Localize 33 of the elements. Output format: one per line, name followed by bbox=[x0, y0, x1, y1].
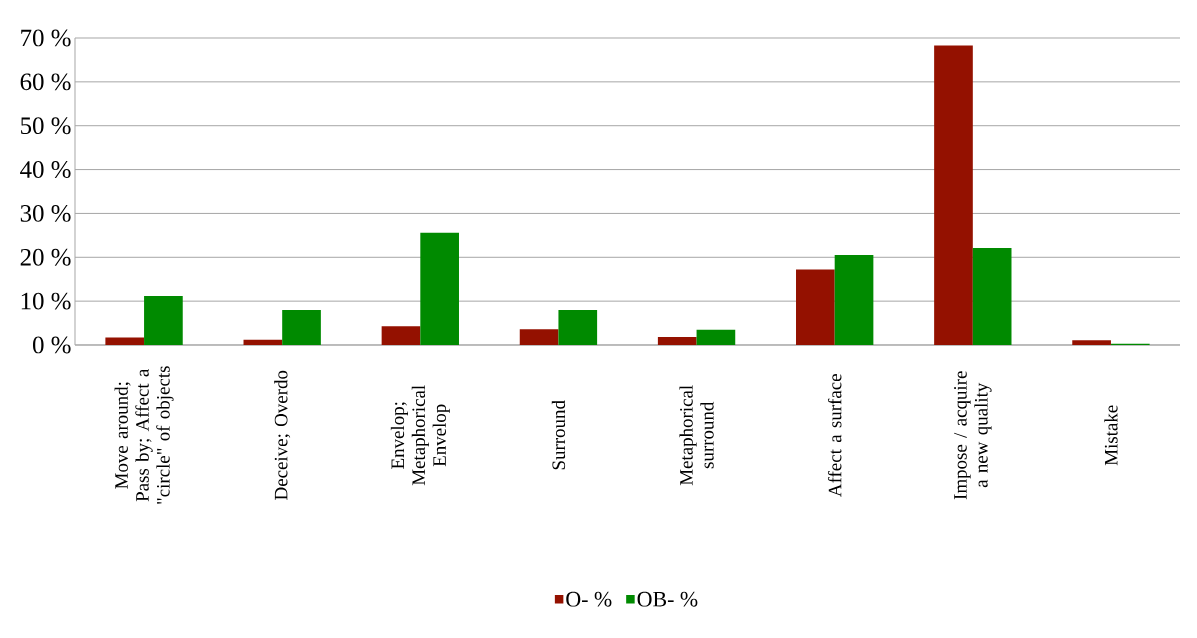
bar bbox=[144, 295, 183, 345]
bar bbox=[657, 337, 697, 345]
y-tick-label: 20 % bbox=[20, 248, 71, 266]
y-tick-label: 0 % bbox=[33, 336, 71, 354]
x-tick-label: Mistake bbox=[1104, 405, 1118, 466]
bar bbox=[420, 232, 459, 345]
x-tick-label: Surround bbox=[551, 400, 566, 470]
bar bbox=[1072, 340, 1111, 345]
bar bbox=[972, 248, 1012, 345]
bar bbox=[519, 329, 559, 345]
legend-label: O- % bbox=[566, 591, 612, 607]
legend-label: OB- % bbox=[637, 591, 698, 607]
bar bbox=[558, 309, 598, 345]
y-tick-label: 30 % bbox=[20, 204, 71, 222]
bar bbox=[934, 45, 973, 345]
x-tick-label: Affect a surface bbox=[827, 374, 842, 497]
x-tick-label: Metaphorical surround bbox=[679, 385, 714, 486]
x-tick-label: Move around; Pass by; Affect a "circle" of objects bbox=[114, 366, 174, 504]
bar bbox=[696, 329, 736, 345]
bar bbox=[834, 255, 874, 345]
y-tick-label: 70 % bbox=[21, 29, 71, 47]
bar bbox=[381, 326, 421, 345]
y-tick-label: 40 % bbox=[20, 161, 71, 179]
x-tick-label: Impose / acquire a new quality bbox=[954, 371, 992, 500]
y-tick-label: 10 % bbox=[21, 292, 71, 310]
y-tick-label: 50 % bbox=[21, 117, 71, 135]
bar bbox=[796, 269, 835, 345]
bar bbox=[282, 309, 321, 345]
x-tick-label: Envelop; Metaphorical Envelop bbox=[390, 385, 450, 486]
x-tick-label: Deceive; Overdo bbox=[274, 370, 291, 500]
y-tick-label: 60 % bbox=[20, 73, 71, 91]
bar bbox=[243, 339, 283, 345]
bar bbox=[105, 337, 145, 345]
